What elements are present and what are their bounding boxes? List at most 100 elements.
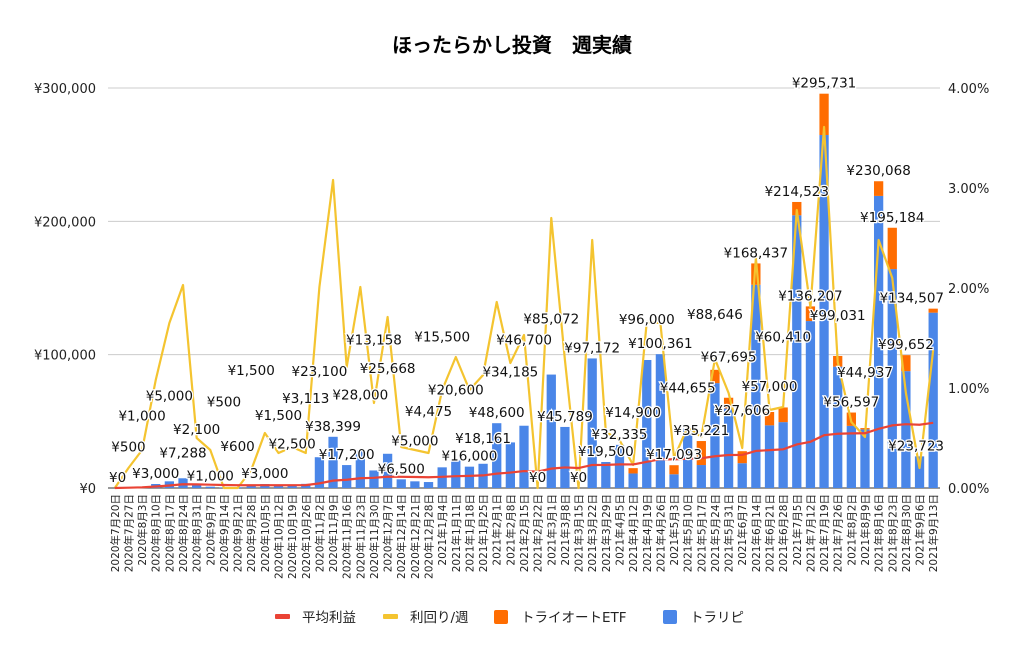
legend-swatch	[663, 610, 677, 624]
bar-triauto-etf	[737, 451, 747, 464]
y2-tick-label: 4.00%	[948, 82, 989, 97]
bar-triauto-etf	[928, 308, 938, 313]
x-tick-label: 2021年5月3日	[668, 494, 681, 566]
bar-torarip	[505, 442, 515, 488]
legend-swatch	[383, 614, 398, 619]
legend-label: 利回り/週	[410, 610, 469, 626]
line-weekly-yield	[113, 125, 935, 490]
x-tick-label: 2020年8月31日	[191, 494, 204, 572]
x-tick-label: 2020年9月14日	[218, 494, 231, 572]
data-label: ¥99,031	[810, 308, 866, 324]
x-tick-label: 2020年8月17日	[163, 494, 176, 572]
data-label: ¥0	[570, 470, 587, 486]
y2-tick-label: 0.00%	[948, 482, 989, 497]
bars	[123, 93, 938, 488]
data-label: ¥14,900	[605, 405, 661, 421]
y2-tick-label: 2.00%	[948, 282, 989, 297]
bar-torarip	[887, 269, 897, 488]
data-label: ¥2,100	[173, 422, 220, 438]
data-label: ¥45,789	[537, 409, 593, 425]
x-tick-label: 2021年2月22日	[532, 494, 545, 572]
bar-torarip	[314, 457, 325, 488]
bar-torarip	[778, 422, 788, 488]
bar-triauto-etf	[669, 465, 679, 475]
bar-torarip	[601, 462, 611, 488]
x-tick-label: 2020年10月12日	[272, 494, 285, 579]
bar-triauto-etf	[696, 441, 706, 466]
data-label: ¥0	[109, 470, 126, 486]
bar-torarip	[751, 284, 761, 488]
bar-torarip	[737, 463, 747, 488]
bar-torarip	[628, 473, 638, 488]
x-tick-label: 2020年9月28日	[245, 494, 258, 572]
legend: 平均利益 利回り/週 トライオートETF トラリピ	[275, 610, 744, 626]
y2-tick-label: 3.00%	[948, 182, 989, 197]
x-tick-label: 2021年5月10日	[682, 494, 695, 572]
data-label: ¥7,288	[159, 445, 206, 461]
y2-tick-label: 1.00%	[948, 382, 989, 397]
data-label: ¥4,475	[405, 404, 452, 420]
y-axis-right: 0.00% 1.00% 2.00% 3.00% 4.00%	[948, 82, 989, 497]
data-label: ¥5,000	[146, 388, 193, 404]
x-tick-label: 2021年2月8日	[504, 494, 517, 566]
bar-torarip	[901, 371, 911, 488]
bar-torarip	[546, 374, 556, 488]
data-label: ¥2,500	[269, 437, 316, 453]
bar-torarip	[287, 484, 297, 488]
x-tick-label: 2020年12月7日	[382, 494, 395, 572]
x-tick-label: 2021年1月11日	[450, 494, 463, 572]
x-tick-label: 2021年9月6日	[914, 494, 927, 566]
data-label: ¥32,335	[592, 427, 648, 443]
bar-torarip	[860, 429, 870, 488]
x-tick-label: 2020年11月23日	[354, 494, 367, 579]
bar-torarip	[342, 465, 352, 488]
bar-torarip	[192, 485, 202, 488]
x-tick-label: 2020年7月20日	[109, 494, 122, 572]
data-label: ¥46,700	[496, 333, 552, 349]
bar-triauto-etf	[819, 93, 829, 136]
data-label: ¥16,000	[442, 449, 498, 465]
x-tick-label: 2020年12月21日	[409, 494, 422, 579]
data-label: ¥57,000	[742, 379, 798, 395]
bar-triauto-etf	[751, 263, 761, 285]
x-tick-label: 2020年7月27日	[122, 494, 135, 572]
x-tick-label: 2021年3月1日	[545, 494, 558, 566]
bar-torarip	[723, 408, 734, 488]
bar-torarip	[696, 465, 706, 488]
bar-torarip	[396, 479, 406, 488]
data-label: ¥17,093	[646, 447, 702, 463]
y-tick-label: ¥200,000	[34, 215, 96, 230]
x-tick-label: 2021年5月24日	[709, 494, 722, 572]
x-tick-label: 2021年6月28日	[777, 494, 790, 572]
x-tick-label: 2021年8月23日	[886, 494, 899, 572]
x-tick-label: 2021年6月14日	[750, 494, 763, 572]
line-average-profit	[114, 421, 934, 490]
bar-torarip	[328, 436, 338, 488]
bar-torarip	[464, 466, 475, 488]
bar-triauto-etf	[887, 227, 897, 270]
legend-label: トラリピ	[690, 610, 744, 626]
data-label: ¥44,655	[660, 380, 716, 396]
x-tick-label: 2021年1月25日	[477, 494, 490, 572]
x-tick-label: 2021年6月7日	[736, 494, 749, 566]
bar-torarip	[710, 383, 720, 488]
x-tick-label: 2021年7月26日	[832, 494, 845, 572]
x-tick-label: 2021年7月5日	[791, 494, 804, 566]
bar-triauto-etf	[723, 397, 734, 409]
bar-triauto-etf	[873, 181, 884, 196]
chart-title: ほったらかし投資 週実績	[392, 33, 632, 57]
x-tick-label: 2020年10月5日	[259, 494, 272, 572]
bar-triauto-etf	[628, 468, 638, 474]
data-label: ¥48,600	[469, 405, 525, 421]
data-label: ¥134,507	[880, 291, 944, 307]
bar-torarip	[642, 360, 652, 488]
bar-torarip	[273, 486, 284, 488]
x-tick-label: 2021年3月8日	[559, 494, 572, 566]
data-label: ¥3,113	[282, 391, 329, 407]
x-tick-label: 2020年12月28日	[423, 494, 436, 579]
data-label: ¥500	[207, 394, 241, 410]
bar-torarip	[178, 478, 188, 488]
legend-swatch	[494, 610, 508, 624]
x-tick-label: 2021年1月18日	[463, 494, 476, 572]
